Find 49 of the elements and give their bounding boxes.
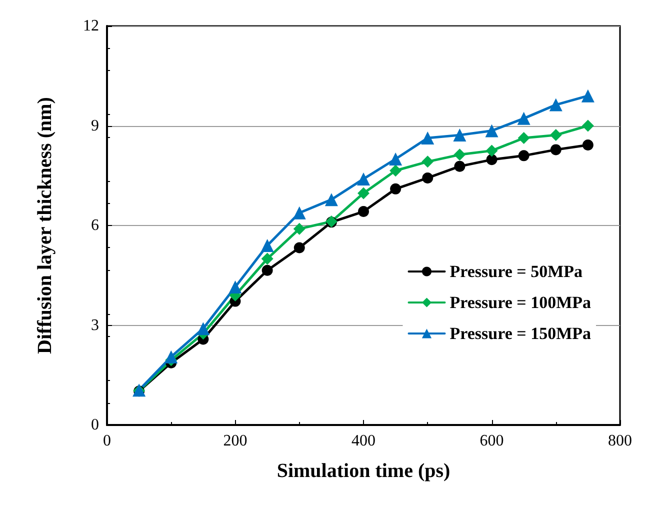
- point: [486, 154, 498, 166]
- point: [454, 148, 466, 161]
- point: [550, 129, 562, 142]
- y-tick-label: 3: [91, 316, 99, 334]
- legend-label: Pressure = 50MPa: [450, 262, 583, 281]
- legend-label: Pressure = 100MPa: [450, 293, 592, 312]
- point: [518, 132, 530, 144]
- point: [422, 172, 434, 184]
- point: [261, 252, 274, 265]
- y-tick-label: 9: [91, 117, 99, 134]
- x-tick-label: 400: [352, 432, 376, 450]
- point: [324, 193, 338, 206]
- y-tick-label: 12: [83, 18, 99, 34]
- point: [582, 140, 594, 151]
- point: [453, 128, 466, 142]
- point: [228, 280, 242, 294]
- x-tick-label: 600: [480, 432, 504, 450]
- y-axis-title: Diffusion layer thickness (nm): [34, 97, 56, 354]
- x-tick-label: 800: [608, 432, 632, 450]
- point: [293, 222, 306, 235]
- point: [294, 242, 305, 254]
- point: [196, 322, 210, 336]
- point: [422, 156, 434, 168]
- point: [262, 264, 273, 276]
- point: [421, 132, 434, 145]
- point: [358, 187, 370, 200]
- legend-label: Pressure = 150MPa: [450, 324, 592, 343]
- point: [390, 183, 402, 194]
- point: [292, 206, 306, 220]
- point: [390, 164, 402, 177]
- point: [358, 206, 369, 218]
- point: [550, 144, 562, 156]
- y-tick-label: 0: [91, 416, 99, 434]
- point: [454, 160, 466, 172]
- point: [485, 124, 498, 138]
- x-tick-label: 200: [223, 432, 248, 450]
- x-tick-label: 0: [103, 432, 111, 450]
- x-axis-title: Simulation time (ps): [276, 460, 450, 482]
- point: [549, 98, 562, 112]
- point: [357, 172, 370, 186]
- point: [486, 144, 498, 157]
- point: [518, 150, 530, 162]
- point: [517, 112, 530, 125]
- point: [389, 152, 402, 166]
- point: [581, 89, 594, 102]
- point: [260, 238, 274, 252]
- point: [582, 120, 594, 132]
- point: [164, 350, 178, 364]
- y-tick-label: 6: [91, 217, 99, 234]
